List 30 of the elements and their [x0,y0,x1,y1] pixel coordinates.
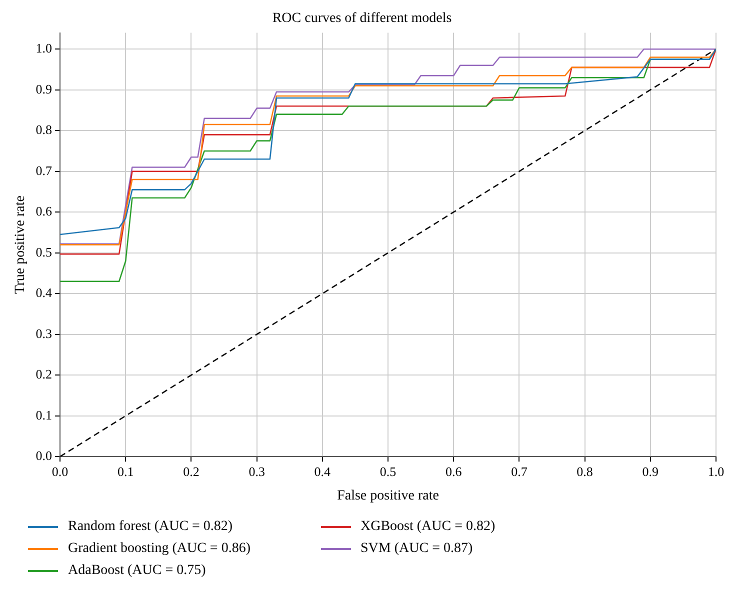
x-axis-title: False positive rate [337,488,439,504]
y-tick-label: 0.7 [36,162,53,178]
y-tick-label: 0.1 [36,407,52,422]
legend-label: Random forest (AUC = 0.82) [68,519,233,535]
y-tick-label: 0.0 [36,448,52,464]
x-tick-label: 0.3 [248,464,265,479]
y-tick-label: 0.2 [36,366,52,382]
x-tick-label: 0.1 [118,464,134,479]
y-axis-title: True positive rate [13,196,28,294]
chart-title: ROC curves of different models [272,11,452,26]
legend-label: AdaBoost (AUC = 0.75) [68,563,206,579]
legend-label: SVM (AUC = 0.87) [360,541,473,557]
x-tick-label: 0.8 [576,464,593,479]
y-tick-label: 0.6 [36,204,53,219]
legend-label: Gradient boosting (AUC = 0.86) [68,541,250,557]
x-tick-label: 0.7 [511,464,528,479]
y-tick-label: 0.9 [36,81,52,96]
legend-label: XGBoost (AUC = 0.82) [360,519,496,535]
x-tick-label: 0.5 [380,464,396,479]
y-tick-label: 0.8 [36,122,52,138]
x-tick-label: 0.9 [642,464,659,479]
y-tick-label: 0.5 [36,244,52,260]
x-tick-label: 0.4 [314,464,332,479]
y-tick-label: 0.3 [36,326,52,341]
y-tick-label: 1.0 [36,40,52,56]
x-tick-label: 0.2 [183,464,200,479]
x-tick-label: 0.0 [52,464,68,479]
x-tick-label: 1.0 [708,464,724,479]
y-tick-label: 0.4 [36,285,53,300]
x-tick-label: 0.6 [445,464,462,479]
